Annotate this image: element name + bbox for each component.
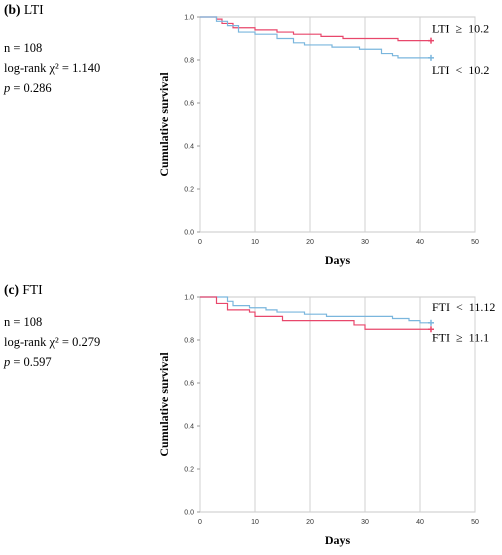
series-label: FTI ≥ 11.1: [432, 330, 489, 344]
y-tick-label: 0.8: [184, 58, 194, 65]
x-tick-label: 30: [361, 519, 369, 526]
plot-frame: [199, 296, 476, 513]
stat-logrank: log-rank χ² = 0.279: [4, 335, 101, 349]
x-tick-label: 20: [306, 519, 314, 526]
x-tick-label: 50: [471, 239, 479, 246]
x-tick-label: 30: [361, 239, 369, 246]
survival-curve: [200, 296, 431, 324]
p-symbol: p: [4, 355, 11, 369]
y-tick-label: 0.0: [184, 510, 194, 517]
panel-heading: (b) LTI: [4, 2, 44, 18]
stat-p: p = 0.597: [4, 352, 52, 372]
stat-n: n = 108: [4, 41, 43, 55]
y-tick-label: 0.4: [184, 424, 194, 431]
y-tick-label: 0.2: [184, 187, 194, 194]
x-tick-label: 10: [251, 519, 259, 526]
p-value: = 0.597: [10, 355, 52, 369]
y-tick-label: 0.2: [184, 467, 194, 474]
panel-label: (c): [4, 282, 19, 297]
panel-heading: (c) FTI: [4, 282, 43, 298]
y-tick-label: 1.0: [184, 295, 194, 302]
panel-label: (b): [4, 2, 21, 17]
x-tick-label: 40: [416, 239, 424, 246]
y-tick-label: 1.0: [184, 15, 194, 22]
stat-p: p = 0.286: [4, 78, 52, 98]
plot-frame: [199, 16, 476, 233]
series-label: LTI < 10.2: [432, 63, 489, 77]
survival-chart-fti: 0 10 20 30 40 50 0.0 0.2 0.4 0.6 0.8 1.0 Days Cumulat…: [157, 295, 495, 548]
survival-curve: [200, 296, 431, 330]
stat-logrank: log-rank χ² = 1.140: [4, 61, 101, 75]
x-tick-label: 10: [251, 239, 259, 246]
y-tick-label: 0.0: [184, 230, 194, 237]
x-tick-label: 50: [471, 519, 479, 526]
x-tick-label: 0: [198, 239, 202, 246]
x-axis-label: Days: [325, 533, 351, 547]
survival-curve: [200, 16, 431, 59]
x-axis-label: Days: [325, 253, 351, 267]
p-symbol: p: [4, 81, 11, 95]
y-axis-label: Cumulative survival: [157, 72, 171, 177]
stat-n: n = 108: [4, 315, 43, 329]
panel-title: FTI: [22, 282, 43, 297]
y-axis-label: Cumulative survival: [157, 352, 171, 457]
panel-fti: (c) FTI n = 108 log-rank χ² = 0.279 p = …: [0, 280, 502, 555]
panel-lti: (b) LTI n = 108 log-rank χ² = 1.140 p = …: [0, 0, 502, 275]
y-tick-label: 0.4: [184, 144, 194, 151]
series-label: LTI ≥ 10.2: [432, 22, 489, 36]
y-tick-label: 0.8: [184, 338, 194, 345]
x-tick-label: 20: [306, 239, 314, 246]
survival-curve: [200, 16, 431, 42]
survival-chart-lti: 0 10 20 30 40 50 0.0 0.2 0.4 0.6 0.8 1.0 Days Cumulat…: [157, 15, 489, 268]
y-tick-label: 0.6: [184, 381, 194, 388]
x-tick-label: 40: [416, 519, 424, 526]
panel-title: LTI: [23, 2, 44, 17]
p-value: = 0.286: [10, 81, 52, 95]
series-label: FTI < 11.12: [432, 300, 495, 314]
y-tick-label: 0.6: [184, 101, 194, 108]
x-tick-label: 0: [198, 519, 202, 526]
